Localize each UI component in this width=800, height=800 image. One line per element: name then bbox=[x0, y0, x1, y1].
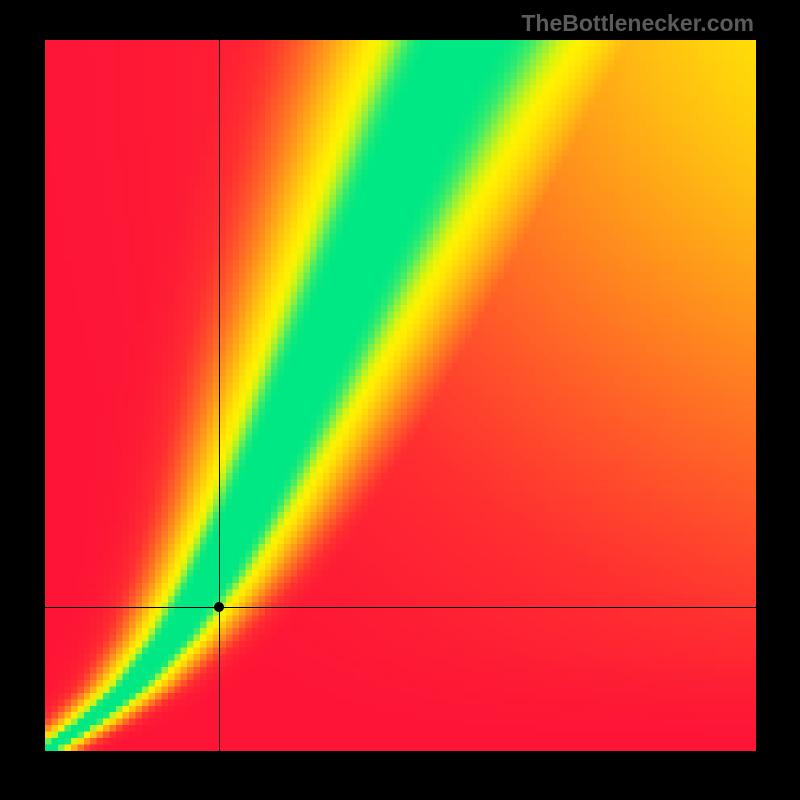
marker-point bbox=[214, 602, 224, 612]
watermark-label: TheBottlenecker.com bbox=[521, 10, 754, 37]
crosshair-vertical bbox=[219, 40, 220, 751]
chart-container: TheBottlenecker.com bbox=[0, 0, 800, 800]
crosshair-horizontal bbox=[45, 607, 756, 608]
bottleneck-heatmap bbox=[45, 40, 756, 751]
